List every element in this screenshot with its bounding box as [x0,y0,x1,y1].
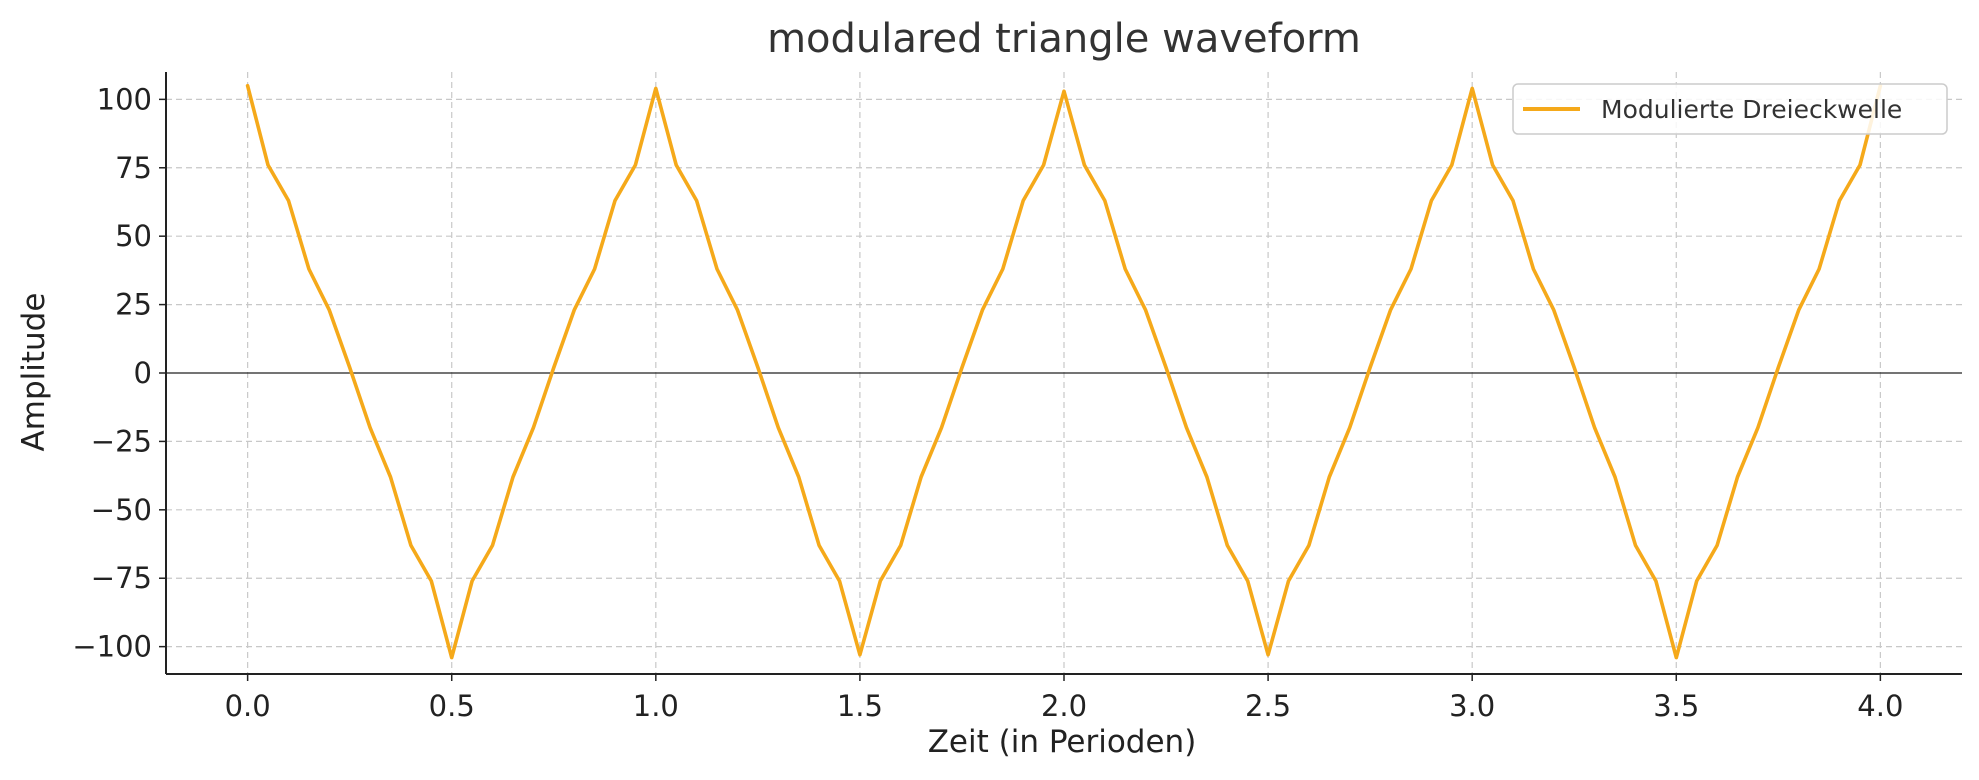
y-tick-label: 75 [115,151,152,185]
legend-box [1512,83,1948,135]
y-tick-label: 0 [134,356,152,390]
y-tick-label: −50 [91,493,152,527]
legend: Modulierte Dreieckwelle [1512,83,1948,135]
x-tick-label: 1.0 [633,689,679,723]
x-tick-label: 3.0 [1449,689,1495,723]
x-tick-label: 4.0 [1857,689,1903,723]
y-tick-label: −25 [91,424,152,458]
x-tick-label: 2.0 [1041,689,1087,723]
x-axis-label: Zeit (in Perioden) [928,724,1197,760]
chart-title: modulared triangle waveform [767,16,1361,62]
series-layer [245,83,1883,660]
series-line-modulierte-dreieckwelle [245,83,1883,660]
x-tick-label: 2.5 [1245,689,1291,723]
y-tick-label: 50 [115,219,152,253]
y-tick-label: −100 [72,630,152,664]
y-tick-label: 25 [115,288,152,322]
y-tick-label: −75 [91,561,152,595]
x-tick-label: 3.5 [1653,689,1699,723]
legend-entry-label: Modulierte Dreieckwelle [1601,95,1902,124]
x-tick-label: 1.5 [837,689,883,723]
x-axis-ticks: 0.0 0.5 1.0 1.5 2.0 2.5 3.0 3.5 4.0 [225,674,1903,723]
x-tick-label: 0.5 [429,689,475,723]
y-axis-ticks: 100 75 50 25 0 −25 −50 −75 −100 [72,82,166,664]
y-tick-label: 100 [97,82,152,116]
x-tick-label: 0.0 [225,689,271,723]
y-axis-label: Amplitude [16,293,52,452]
